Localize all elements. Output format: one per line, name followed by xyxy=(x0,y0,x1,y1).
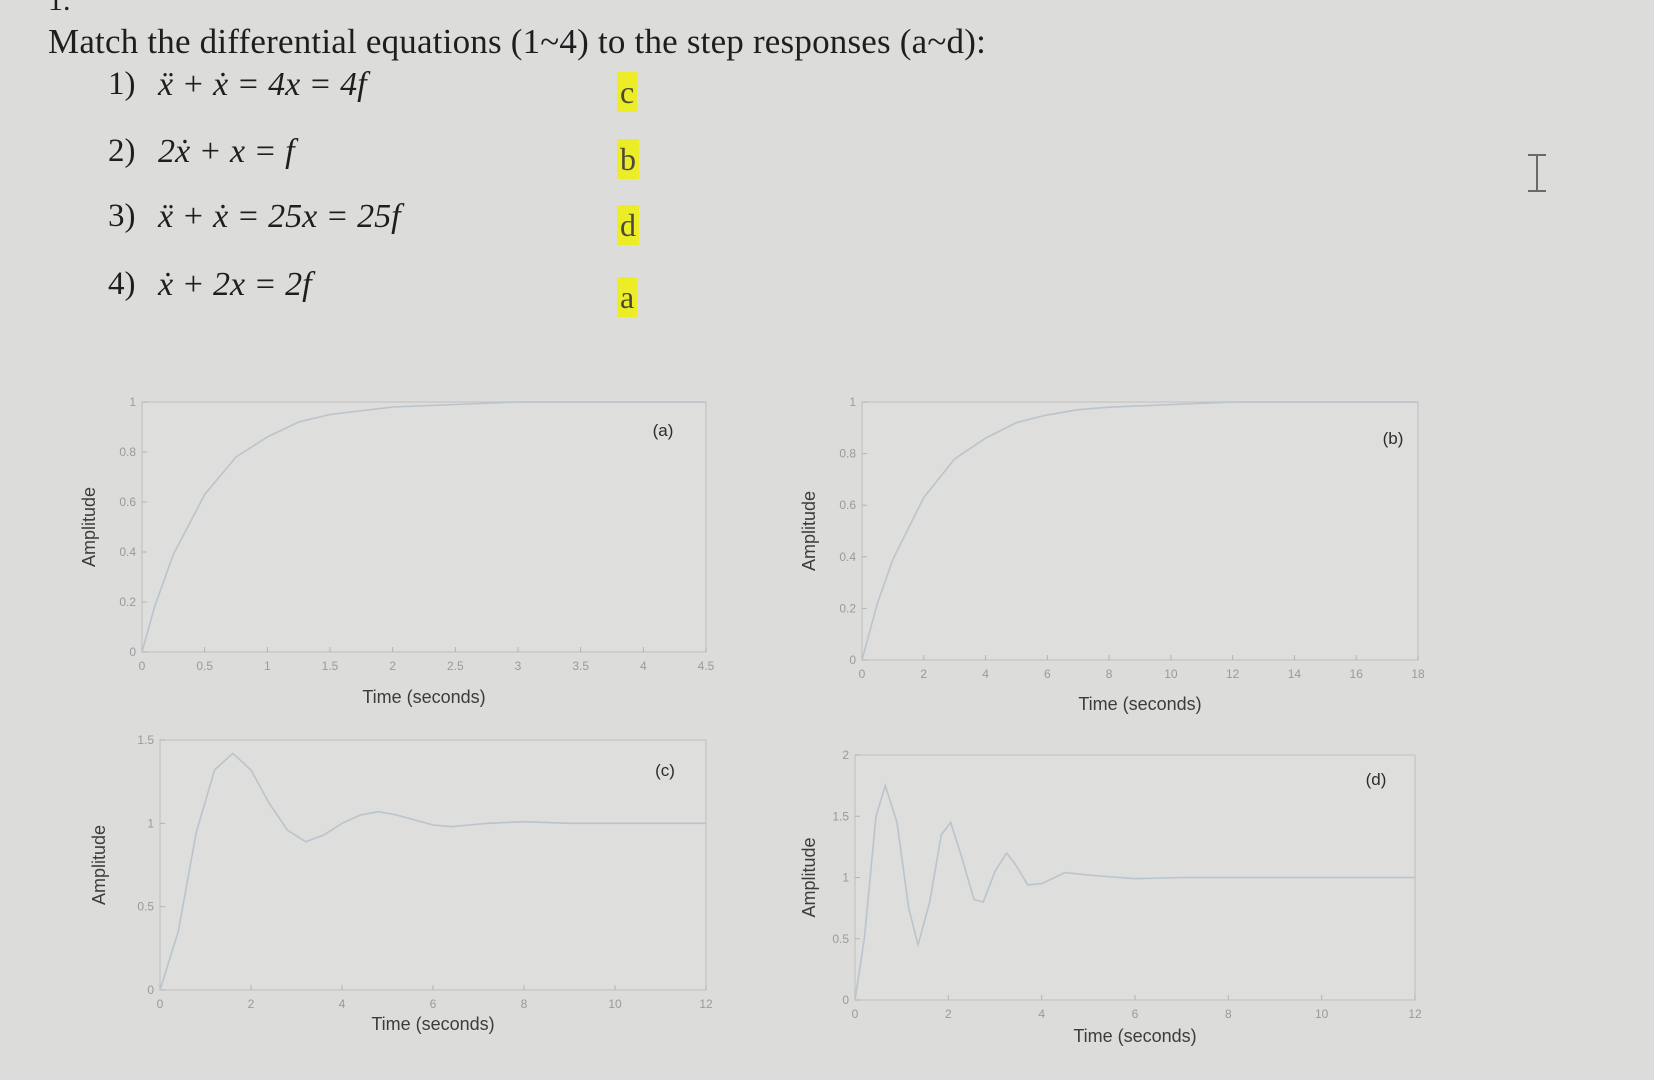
x-tick-label: 4 xyxy=(640,659,647,673)
x-tick-label: 2 xyxy=(945,1007,952,1021)
x-tick-label: 14 xyxy=(1288,667,1302,681)
y-tick-label: 1 xyxy=(849,395,856,409)
x-tick-label: 16 xyxy=(1350,667,1364,681)
equation-text: ẋ + 2x = 2f xyxy=(158,266,312,303)
x-tick-label: 0 xyxy=(157,997,164,1011)
x-tick-label: 12 xyxy=(699,997,713,1011)
plot-area xyxy=(159,739,707,991)
x-tick-label: 4 xyxy=(1038,1007,1045,1021)
x-tick-label: 8 xyxy=(521,997,528,1011)
x-tick-label: 2 xyxy=(920,667,927,681)
question-text: Match the differential equations (1~4) t… xyxy=(48,22,986,61)
answer-highlight-3: d xyxy=(617,205,639,245)
y-tick-label: 0 xyxy=(129,645,136,659)
x-tick-label: 4.5 xyxy=(698,659,715,673)
y-tick-label: 0.4 xyxy=(839,550,856,564)
y-tick-label: 1.5 xyxy=(137,733,154,747)
plot-area xyxy=(141,401,707,653)
x-tick-label: 18 xyxy=(1411,667,1425,681)
y-axis-label: Amplitude xyxy=(799,491,819,571)
y-tick-label: 0.4 xyxy=(119,545,136,559)
chart-panel-a: 0 0.5 1 1.5 2 2.5 3 3.5 4 4.5 0 0.2 0.4 0.6 0.8 1 Time (… xyxy=(79,395,715,707)
answer-highlight-1: c xyxy=(617,72,638,112)
x-axis-label: Time (seconds) xyxy=(371,1014,494,1034)
y-tick-label: 0.6 xyxy=(839,498,856,512)
y-tick-label: 0 xyxy=(147,983,154,997)
x-tick-label: 2 xyxy=(389,659,396,673)
x-tick-label: 4 xyxy=(982,667,989,681)
y-axis-label: Amplitude xyxy=(79,487,99,567)
y-axis-label: Amplitude xyxy=(89,825,109,905)
chart-panel-b: 0 2 4 6 8 10 12 14 16 18 0 0.2 0.4 0.6 0.8 1 Time (secon… xyxy=(799,395,1425,714)
y-tick-label: 1 xyxy=(129,395,136,409)
panel-label: (a) xyxy=(653,421,674,440)
equation-number: 2) xyxy=(108,133,136,169)
equation-text: 2ẋ + x = f xyxy=(158,133,295,170)
panel-label: (b) xyxy=(1383,429,1404,448)
x-tick-label: 2 xyxy=(248,997,255,1011)
y-tick-label: 1.5 xyxy=(832,809,849,823)
y-tick-label: 0.2 xyxy=(119,595,136,609)
chart-panel-c: 0 2 4 6 8 10 12 0 0.5 1 1.5 Time (seconds) Amplitude… xyxy=(89,733,713,1034)
x-tick-label: 0 xyxy=(859,667,866,681)
x-tick-label: 8 xyxy=(1106,667,1113,681)
step-response-line xyxy=(159,752,706,991)
x-axis-label: Time (seconds) xyxy=(1078,694,1201,714)
x-tick-label: 12 xyxy=(1408,1007,1422,1021)
answer-highlight-2: b xyxy=(617,139,639,179)
x-tick-label: 2.5 xyxy=(447,659,464,673)
y-tick-label: 0.8 xyxy=(839,447,856,461)
step-response-line xyxy=(861,401,1418,661)
x-tick-label: 3.5 xyxy=(572,659,589,673)
y-tick-label: 0 xyxy=(849,653,856,667)
step-response-line xyxy=(141,401,706,653)
x-tick-label: 6 xyxy=(1044,667,1051,681)
x-tick-label: 6 xyxy=(430,997,437,1011)
y-tick-label: 2 xyxy=(842,748,849,762)
equation-text: ẍ + ẋ = 4x = 4f xyxy=(158,66,367,103)
y-tick-label: 0 xyxy=(842,993,849,1007)
x-tick-label: 1 xyxy=(264,659,271,673)
x-tick-label: 0.5 xyxy=(196,659,213,673)
x-tick-label: 3 xyxy=(515,659,522,673)
x-tick-label: 8 xyxy=(1225,1007,1232,1021)
panel-label: (c) xyxy=(655,761,675,780)
x-tick-label: 1.5 xyxy=(322,659,339,673)
y-tick-label: 1 xyxy=(842,871,849,885)
y-tick-label: 0.2 xyxy=(839,601,856,615)
x-tick-label: 6 xyxy=(1132,1007,1139,1021)
x-tick-label: 4 xyxy=(339,997,346,1011)
y-tick-label: 0.6 xyxy=(119,495,136,509)
x-axis-label: Time (seconds) xyxy=(362,687,485,707)
y-tick-label: 1 xyxy=(147,816,154,830)
step-response-line xyxy=(854,782,1415,1001)
panel-label: (d) xyxy=(1366,770,1387,789)
problem-number: 1. xyxy=(48,0,71,17)
x-tick-label: 0 xyxy=(139,659,146,673)
equation-number: 3) xyxy=(108,198,136,234)
x-tick-label: 10 xyxy=(608,997,622,1011)
y-tick-label: 0.8 xyxy=(119,445,136,459)
answer-highlight-4: a xyxy=(617,277,638,317)
equation-text: ẍ + ẋ = 25x = 25f xyxy=(158,198,401,235)
x-tick-label: 0 xyxy=(852,1007,859,1021)
plot-area xyxy=(861,401,1419,661)
text-cursor-icon xyxy=(1528,154,1546,192)
y-tick-label: 0.5 xyxy=(137,900,154,914)
chart-panel-d: 0 2 4 6 8 10 12 0 0.5 1 1.5 2 Time (seconds) Amplitud… xyxy=(799,748,1422,1046)
x-tick-label: 12 xyxy=(1226,667,1240,681)
y-tick-label: 0.5 xyxy=(832,932,849,946)
y-axis-label: Amplitude xyxy=(799,837,819,917)
x-tick-label: 10 xyxy=(1315,1007,1329,1021)
equation-number: 1) xyxy=(108,66,136,102)
x-axis-label: Time (seconds) xyxy=(1073,1026,1196,1046)
x-tick-label: 10 xyxy=(1164,667,1178,681)
equation-number: 4) xyxy=(108,266,136,302)
